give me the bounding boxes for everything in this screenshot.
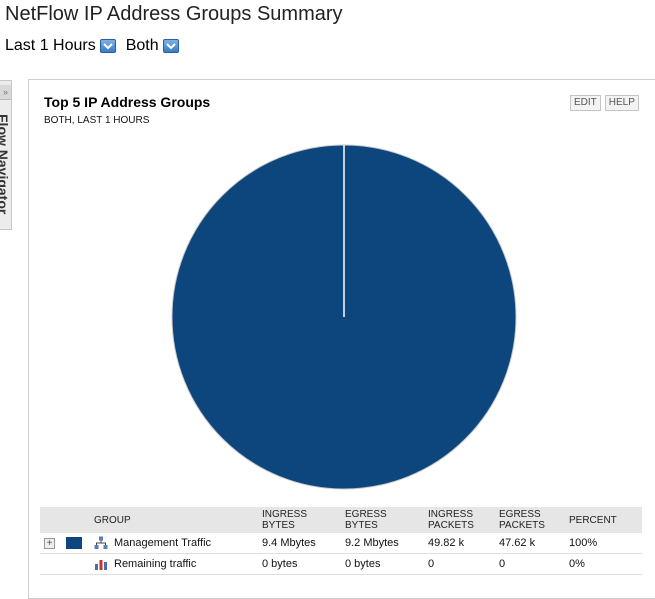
percent-cell: 100% (565, 533, 642, 554)
ingress-bytes-col-header: INGRESS BYTES (258, 507, 341, 533)
chevron-right-icon[interactable]: » (0, 85, 11, 100)
edit-button[interactable]: EDIT (570, 95, 601, 111)
color-cell (62, 553, 90, 575)
expand-col-header (40, 507, 62, 533)
table-row[interactable]: + Management Traffic (40, 533, 642, 554)
table-row: Remaining traffic 0 bytes 0 bytes 0 0 0% (40, 553, 642, 575)
series-swatch (66, 537, 82, 550)
panel-subtitle: BOTH, LAST 1 HOURS (44, 115, 150, 126)
chevron-down-icon[interactable] (162, 39, 179, 53)
group-cell: Remaining traffic (90, 553, 258, 575)
group-cell[interactable]: Management Traffic (90, 533, 258, 554)
color-col-header (62, 507, 90, 533)
pie-chart (169, 142, 519, 497)
egress-bytes-col-header: EGRESS BYTES (341, 507, 424, 533)
chevron-down-icon[interactable] (99, 39, 116, 53)
panel-actions: EDIT HELP (570, 95, 643, 111)
group-col-header: GROUP (90, 507, 258, 533)
egress-packets-col-header: EGRESS PACKETS (495, 507, 565, 533)
help-button[interactable]: HELP (604, 95, 639, 111)
egress-bytes-cell: 0 bytes (341, 553, 424, 575)
expand-cell (40, 553, 62, 575)
egress-bytes-cell: 9.2 Mbytes (341, 533, 424, 554)
percent-cell: 0% (565, 553, 642, 575)
ingress-bytes-cell: 9.4 Mbytes (258, 533, 341, 554)
filter-bar: Last 1 Hours Both (5, 37, 189, 55)
time-range-label: Last 1 Hours (5, 37, 96, 54)
ingress-packets-cell: 0 (424, 553, 495, 575)
page-title: NetFlow IP Address Groups Summary (5, 3, 343, 25)
group-name: Remaining traffic (114, 558, 197, 570)
direction-label: Both (125, 37, 159, 54)
expand-icon[interactable]: + (44, 538, 55, 549)
top-groups-panel: Top 5 IP Address Groups BOTH, LAST 1 HOU… (28, 79, 655, 599)
color-cell (62, 533, 90, 554)
flow-navigator-tab[interactable]: » Flow Navigator (0, 80, 12, 230)
flow-navigator-label: Flow Navigator (0, 114, 11, 215)
network-group-icon (94, 536, 108, 549)
pie-chart-svg (171, 144, 517, 490)
ingress-packets-cell: 49.82 k (424, 533, 495, 554)
percent-col-header: PERCENT (565, 507, 642, 533)
panel-title: Top 5 IP Address Groups (44, 94, 211, 110)
ingress-packets-col-header: INGRESS PACKETS (424, 507, 495, 533)
legend-header-row: GROUP INGRESS BYTES EGRESS BYTES INGRESS… (40, 507, 642, 533)
expand-cell[interactable]: + (40, 533, 62, 554)
bar-chart-icon (95, 560, 107, 570)
legend-table: GROUP INGRESS BYTES EGRESS BYTES INGRESS… (40, 507, 642, 575)
direction-dropdown[interactable]: Both (126, 37, 179, 55)
egress-packets-cell: 47.62 k (495, 533, 565, 554)
time-range-dropdown[interactable]: Last 1 Hours (5, 37, 116, 55)
ingress-bytes-cell: 0 bytes (258, 553, 341, 575)
egress-packets-cell: 0 (495, 553, 565, 575)
group-name[interactable]: Management Traffic (114, 537, 212, 549)
